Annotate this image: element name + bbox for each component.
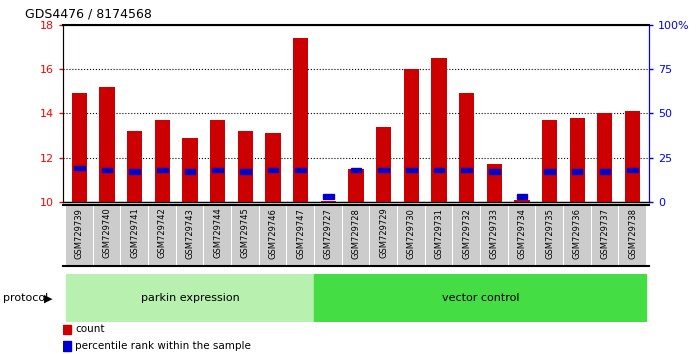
Bar bbox=[426, 205, 452, 266]
Bar bbox=[348, 169, 364, 202]
Bar bbox=[74, 166, 84, 170]
Bar bbox=[572, 170, 583, 174]
Bar bbox=[72, 93, 87, 202]
Text: GSM729735: GSM729735 bbox=[545, 208, 554, 259]
Bar bbox=[376, 127, 392, 202]
Bar bbox=[182, 138, 198, 202]
Text: GSM729733: GSM729733 bbox=[490, 208, 499, 259]
Bar bbox=[350, 168, 362, 172]
Text: GSM729746: GSM729746 bbox=[269, 208, 278, 259]
Bar bbox=[406, 168, 417, 172]
Text: GSM729737: GSM729737 bbox=[600, 208, 609, 259]
Bar bbox=[315, 205, 341, 266]
Bar bbox=[453, 205, 480, 266]
Bar bbox=[481, 205, 507, 266]
Bar bbox=[431, 58, 447, 202]
Bar bbox=[343, 205, 369, 266]
Text: percentile rank within the sample: percentile rank within the sample bbox=[75, 341, 251, 351]
Bar bbox=[597, 113, 612, 202]
Text: GSM729747: GSM729747 bbox=[296, 208, 305, 259]
Text: GSM729734: GSM729734 bbox=[517, 208, 526, 259]
Bar bbox=[628, 168, 638, 172]
Text: GSM729731: GSM729731 bbox=[434, 208, 443, 259]
Text: GSM729739: GSM729739 bbox=[75, 208, 84, 259]
Bar bbox=[99, 87, 114, 202]
Bar bbox=[514, 200, 530, 202]
Bar bbox=[542, 120, 557, 202]
Bar bbox=[127, 131, 142, 202]
Text: GSM729738: GSM729738 bbox=[628, 208, 637, 259]
Text: GSM729730: GSM729730 bbox=[407, 208, 416, 259]
Bar bbox=[210, 120, 225, 202]
Bar bbox=[149, 205, 176, 266]
Bar bbox=[240, 170, 251, 174]
Bar bbox=[433, 168, 444, 172]
Bar bbox=[461, 168, 472, 172]
Bar bbox=[509, 205, 535, 266]
Bar bbox=[260, 205, 286, 266]
Bar bbox=[315, 274, 646, 322]
Bar bbox=[121, 205, 148, 266]
Text: GSM729741: GSM729741 bbox=[131, 208, 139, 258]
Bar bbox=[564, 205, 591, 266]
Bar bbox=[288, 205, 314, 266]
Bar bbox=[66, 274, 315, 322]
Bar bbox=[403, 69, 419, 202]
Bar bbox=[459, 93, 474, 202]
Bar bbox=[517, 194, 527, 199]
Text: parkin expression: parkin expression bbox=[141, 293, 239, 303]
Bar bbox=[94, 205, 120, 266]
Bar bbox=[293, 38, 309, 202]
Bar bbox=[268, 168, 279, 172]
Bar bbox=[592, 205, 618, 266]
Text: GSM729728: GSM729728 bbox=[352, 208, 360, 259]
Bar bbox=[371, 205, 397, 266]
Bar bbox=[487, 164, 502, 202]
Text: ▶: ▶ bbox=[44, 293, 52, 303]
Bar bbox=[63, 341, 70, 351]
Bar bbox=[489, 170, 500, 174]
Bar bbox=[320, 201, 336, 202]
Bar bbox=[155, 120, 170, 202]
Bar bbox=[212, 168, 223, 172]
Text: GSM729727: GSM729727 bbox=[324, 208, 333, 259]
Text: GSM729743: GSM729743 bbox=[186, 208, 195, 259]
Bar bbox=[600, 170, 610, 174]
Bar bbox=[536, 205, 563, 266]
Bar bbox=[102, 168, 112, 172]
Bar bbox=[177, 205, 203, 266]
Bar bbox=[398, 205, 424, 266]
Bar bbox=[157, 168, 168, 172]
Bar bbox=[544, 170, 555, 174]
Bar bbox=[625, 111, 640, 202]
Text: GSM729740: GSM729740 bbox=[103, 208, 112, 258]
Bar bbox=[129, 170, 140, 174]
Text: GSM729742: GSM729742 bbox=[158, 208, 167, 258]
Bar bbox=[619, 205, 646, 266]
Text: GDS4476 / 8174568: GDS4476 / 8174568 bbox=[24, 7, 151, 20]
Bar bbox=[205, 205, 231, 266]
Text: protocol: protocol bbox=[3, 293, 49, 303]
Bar bbox=[265, 133, 281, 202]
Text: count: count bbox=[75, 325, 105, 335]
Text: GSM729732: GSM729732 bbox=[462, 208, 471, 259]
Text: vector control: vector control bbox=[442, 293, 519, 303]
Text: GSM729729: GSM729729 bbox=[379, 208, 388, 258]
Text: GSM729736: GSM729736 bbox=[573, 208, 581, 259]
Bar bbox=[66, 205, 93, 266]
Bar bbox=[238, 131, 253, 202]
Text: GSM729745: GSM729745 bbox=[241, 208, 250, 258]
Bar bbox=[323, 194, 334, 199]
Bar bbox=[232, 205, 259, 266]
Text: GSM729744: GSM729744 bbox=[213, 208, 222, 258]
Bar bbox=[63, 325, 70, 334]
Bar bbox=[378, 168, 389, 172]
Bar bbox=[295, 168, 306, 172]
Bar bbox=[185, 170, 195, 174]
Bar bbox=[570, 118, 585, 202]
